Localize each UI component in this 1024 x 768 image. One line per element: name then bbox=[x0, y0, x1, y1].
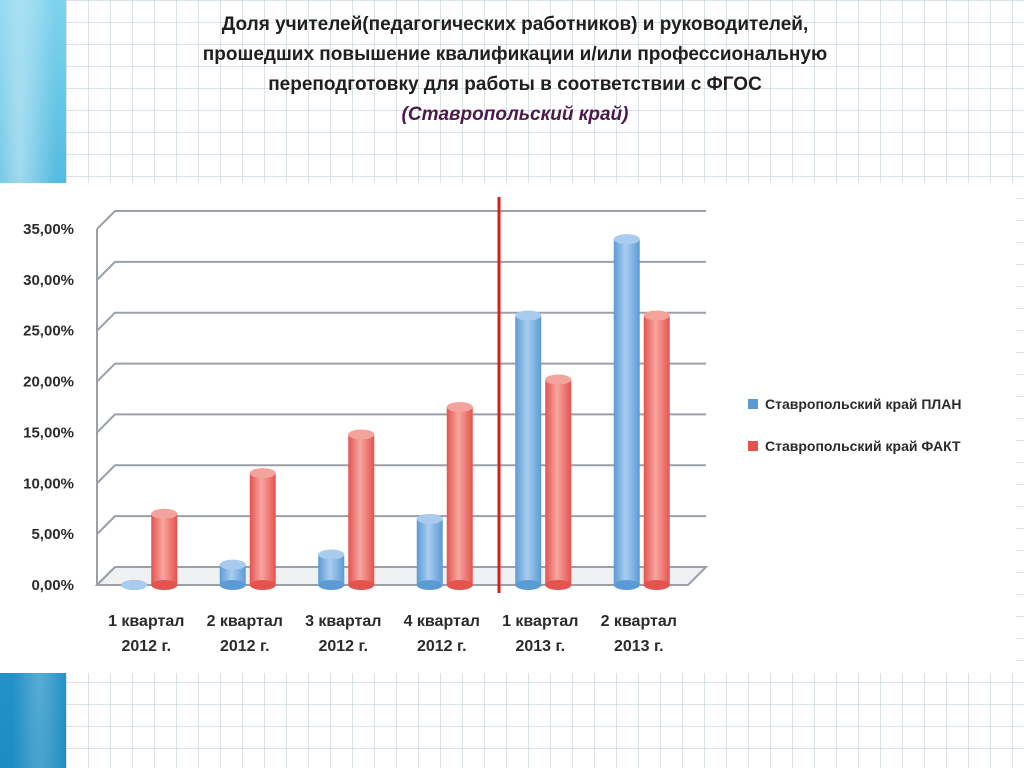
slide-title: Доля учителей(педагогических работников)… bbox=[80, 10, 950, 130]
legend-swatch-plan bbox=[748, 399, 758, 409]
x-tick-label: 2 квартал bbox=[601, 613, 677, 630]
bar-plan bbox=[613, 239, 640, 585]
bar-top-plan bbox=[416, 513, 443, 524]
gridline bbox=[96, 311, 706, 332]
legend-label-plan: Ставропольский край ПЛАН bbox=[765, 396, 962, 412]
bar-fact bbox=[643, 315, 670, 585]
x-tick-label: 2012 г. bbox=[121, 638, 171, 655]
title-line-2: прошедших повышение квалификации и/или п… bbox=[202, 44, 828, 65]
bar-chart: 0,00% 5,00% 10,00% 15,00% 20,00% 25,00% 30,00%… bbox=[23, 197, 709, 655]
x-tick-label: 2013 г. bbox=[515, 638, 565, 655]
y-tick-label: 30,00% bbox=[23, 272, 74, 289]
x-tick-label: 1 квартал bbox=[502, 613, 578, 630]
bar-base bbox=[219, 580, 246, 590]
bar-fact bbox=[151, 513, 178, 585]
bar-fact bbox=[348, 434, 375, 585]
bar-top-fact bbox=[348, 429, 375, 440]
bar-fact bbox=[545, 379, 572, 585]
bar-base bbox=[318, 580, 345, 590]
bar-top-plan bbox=[121, 580, 148, 590]
bar-plan bbox=[515, 315, 542, 585]
gridline bbox=[96, 515, 706, 535]
gridline bbox=[96, 260, 706, 281]
bar-top-fact bbox=[545, 374, 572, 385]
bar-plan bbox=[219, 564, 246, 585]
y-tick-label: 20,00% bbox=[23, 374, 74, 391]
bar-top-fact bbox=[151, 508, 178, 519]
legend-label-fact: Ставропольский край ФАКТ bbox=[765, 438, 961, 454]
bar-base bbox=[151, 580, 178, 590]
bar-base bbox=[545, 580, 572, 590]
title-line-3: переподготовку для работы в соответствии… bbox=[268, 74, 762, 95]
x-tick-label: 2012 г. bbox=[220, 638, 270, 655]
x-tick-label: 2012 г. bbox=[318, 638, 368, 655]
bar-top-fact bbox=[249, 468, 276, 479]
y-tick-label: 35,00% bbox=[23, 221, 74, 238]
bar-top-plan bbox=[318, 549, 345, 560]
title-subtitle: (Ставропольский край) bbox=[401, 104, 629, 125]
chart-panel: 0,00% 5,00% 10,00% 15,00% 20,00% 25,00% 30,00%… bbox=[0, 183, 1016, 673]
y-tick-label: 5,00% bbox=[31, 526, 74, 543]
gridline bbox=[96, 413, 706, 434]
bar-top-fact bbox=[446, 402, 473, 412]
y-tick-label: 15,00% bbox=[23, 424, 74, 441]
x-tick-label: 2012 г. bbox=[417, 638, 467, 655]
gridline bbox=[96, 362, 706, 383]
bar-fact bbox=[249, 473, 276, 585]
x-tick-label: 2 квартал bbox=[207, 613, 283, 630]
x-tick-label: 3 квартал bbox=[305, 613, 381, 630]
bar-plan bbox=[416, 518, 443, 585]
legend-swatch-fact bbox=[748, 441, 758, 451]
bar-base bbox=[643, 580, 670, 590]
bar-base bbox=[446, 580, 473, 590]
bar-top-fact bbox=[643, 310, 670, 321]
y-tick-label: 10,00% bbox=[23, 475, 74, 492]
x-tick-label: 4 квартал bbox=[404, 613, 480, 630]
bar-plan bbox=[318, 554, 345, 585]
x-tick-label: 1 квартал bbox=[108, 613, 184, 630]
bar-fact bbox=[446, 407, 473, 585]
chart-legend: Ставропольский край ПЛАН Ставропольский … bbox=[748, 394, 1013, 478]
bar-base bbox=[515, 580, 542, 590]
x-tick-label: 2013 г. bbox=[614, 638, 664, 655]
bar-base bbox=[249, 580, 276, 590]
bar-top-plan bbox=[515, 310, 542, 321]
y-tick-label: 0,00% bbox=[31, 577, 74, 594]
bar-top-plan bbox=[613, 234, 640, 245]
legend-item-fact: Ставропольский край ФАКТ bbox=[748, 436, 1013, 456]
bar-top-plan bbox=[219, 559, 246, 570]
title-line-1: Доля учителей(педагогических работников)… bbox=[221, 14, 809, 35]
gridline bbox=[96, 464, 706, 484]
gridline bbox=[96, 210, 706, 230]
y-tick-label: 25,00% bbox=[23, 323, 74, 340]
bar-base bbox=[613, 580, 640, 590]
legend-item-plan: Ставропольский край ПЛАН bbox=[748, 394, 1013, 414]
bar-base bbox=[416, 580, 443, 590]
bar-base bbox=[348, 580, 375, 590]
